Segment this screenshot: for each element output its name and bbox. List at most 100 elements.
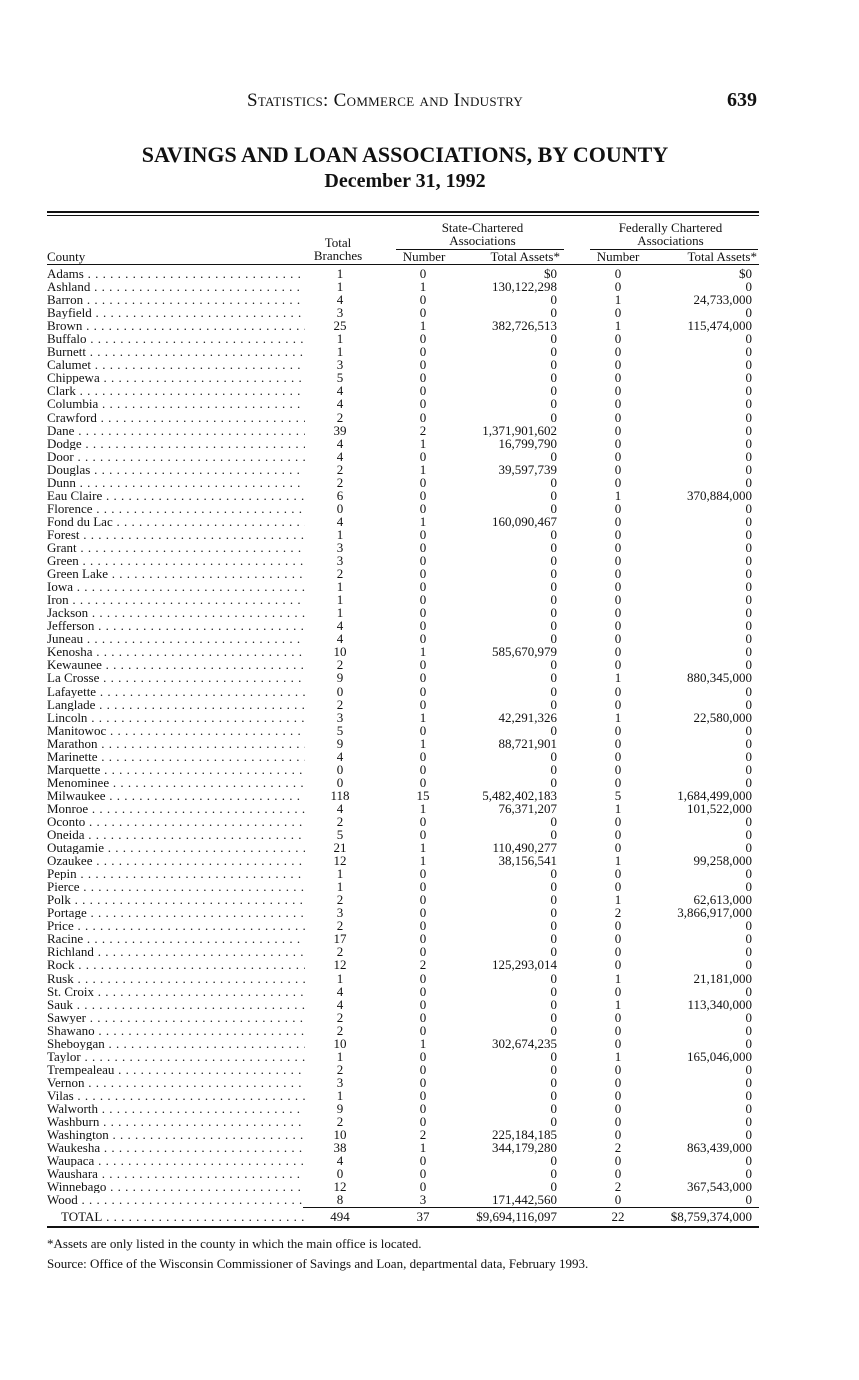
federal-number: 0 [614,644,622,660]
state-number: 0 [419,1087,427,1103]
state-number: 0 [419,1061,427,1077]
county-name: Brown [47,319,305,332]
col-state-assets: Total Assets* [490,249,560,264]
bottom-rule [47,1226,759,1228]
total-branches: 2 [336,813,344,829]
state-number: 1 [419,644,427,660]
federal-number: 0 [614,657,622,673]
state-number: 1 [419,513,427,529]
state-assets: 0 [550,996,558,1012]
state-number: 0 [419,370,427,386]
state-number: 0 [419,1179,427,1195]
total-branches: 2 [336,1061,344,1077]
state-assets: 0 [550,761,558,777]
state-assets: 0 [550,539,558,555]
federal-number: 0 [614,879,622,895]
federal-number: 0 [614,592,622,608]
total-branches: 1 [336,605,344,621]
federal-assets: 0 [745,1061,753,1077]
county-name: Milwaukee [47,789,305,802]
table-row: Juneau 4 0 0 0 0 [47,632,759,645]
state-number: 0 [419,448,427,464]
county-name: Douglas [47,463,305,476]
federal-assets: 113,340,000 [687,996,752,1012]
state-number: 0 [419,813,427,829]
state-number: 0 [419,996,427,1012]
table-row: Waukesha 38 1 344,179,280 2 863,439,000 [47,1141,759,1154]
state-number: 0 [419,631,427,647]
total-branches: 8 [336,1192,344,1208]
total-branches: 3 [336,539,344,555]
state-assets: 0 [550,1074,558,1090]
county-name: Bayfield [47,306,305,319]
county-name: Pepin [47,867,305,880]
federal-assets: 0 [745,1074,753,1090]
federal-number: 0 [614,526,622,542]
total-branches: 3 [336,357,344,373]
state-number: 0 [419,879,427,895]
state-assets: 0 [550,292,558,308]
federal-assets: 0 [745,761,753,777]
state-number: 37 [416,1209,430,1225]
county-name: Forest [47,528,305,541]
state-assets: 16,799,790 [498,435,558,451]
federal-number: 0 [614,957,622,973]
table-row: Jefferson 4 0 0 0 0 [47,619,759,632]
federal-number: 0 [614,1166,622,1182]
table-row: Adams 1 0 $0 0 $0 [47,267,759,280]
federal-number: 0 [614,409,622,425]
federal-assets: 0 [745,474,753,490]
state-number: 2 [419,422,427,438]
state-number: 0 [419,500,427,516]
federal-number: 0 [614,396,622,412]
state-assets: 344,179,280 [492,1140,557,1156]
federal-assets: 0 [745,631,753,647]
county-name: Taylor [47,1050,305,1063]
total-branches: 2 [336,1022,344,1038]
state-assets: $0 [544,266,557,281]
state-assets: 1,371,901,602 [482,422,557,438]
col-total-branches: Total Branches [313,235,363,263]
county-name: Washington [47,1128,305,1141]
county-name: Fond du Lac [47,515,305,528]
county-name: Outagamie [47,841,305,854]
table-row: Wood 8 3 171,442,560 0 0 [47,1193,759,1206]
county-name: Menominee [47,776,305,789]
federal-number: 1 [614,892,622,908]
federal-assets: 0 [745,305,753,321]
federal-number: 0 [614,539,622,555]
state-assets: 585,670,979 [492,644,557,660]
running-title: Statistics: Commerce and Industry [246,90,524,111]
county-name: Portage [47,906,305,919]
table-row: Chippewa 5 0 0 0 0 [47,371,759,384]
county-name: Dane [47,424,305,437]
federal-number: 0 [614,983,622,999]
federal-number: 0 [614,827,622,843]
state-assets: 0 [550,905,558,921]
federal-number: 0 [614,513,622,529]
state-number: 0 [419,657,427,673]
county-name: Marathon [47,737,305,750]
federal-number: 0 [614,735,622,751]
state-assets: 88,721,901 [498,735,558,751]
federal-number: 0 [614,266,622,281]
state-number: 0 [419,1153,427,1169]
county-name: Sheboygan [47,1037,305,1050]
state-assets: 39,597,739 [498,461,558,477]
county-name: Dunn [47,476,305,489]
federal-number: 0 [614,840,622,856]
federal-assets: 0 [745,957,753,973]
state-assets: 0 [550,1087,558,1103]
total-branches: 10 [333,1035,347,1051]
county-name: Vernon [47,1076,305,1089]
table-row: Buffalo 1 0 0 0 0 [47,332,759,345]
table-row: Vilas 1 0 0 0 0 [47,1089,759,1102]
table-row: St. Croix 4 0 0 0 0 [47,985,759,998]
federal-number: 0 [614,748,622,764]
total-branches: 1 [336,879,344,895]
federal-number: 2 [614,1140,622,1156]
state-number: 0 [419,722,427,738]
total-branches: 2 [336,657,344,673]
federal-assets: 0 [745,813,753,829]
county-name: Florence [47,502,305,515]
